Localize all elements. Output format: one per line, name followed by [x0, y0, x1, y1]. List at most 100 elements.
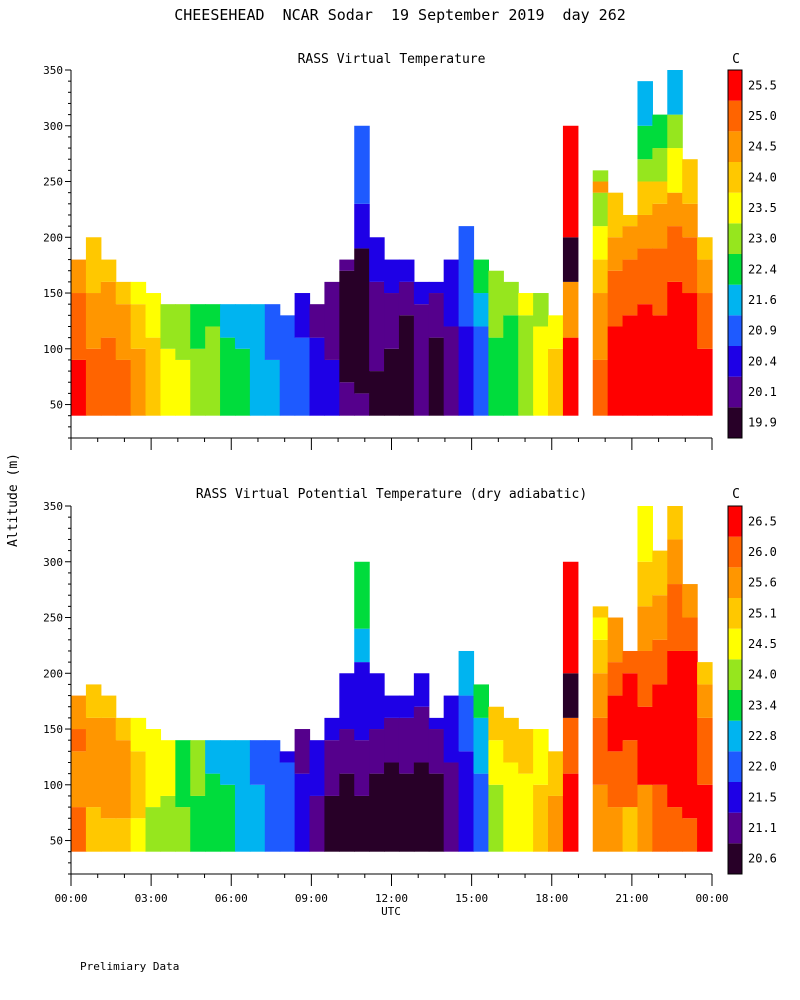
- data-cell: [682, 293, 698, 416]
- data-cell: [458, 326, 475, 416]
- data-cell: [130, 281, 147, 305]
- data-cell: [622, 807, 639, 852]
- data-cell: [85, 684, 102, 718]
- x-tick-label: 15:00: [455, 892, 488, 905]
- colorbar-swatch: [728, 628, 742, 660]
- data-cell: [160, 740, 176, 796]
- data-cell: [220, 304, 236, 338]
- data-cell: [85, 717, 102, 808]
- data-cell: [622, 650, 639, 674]
- y-tick-label: 150: [43, 723, 63, 736]
- colorbar-swatch: [728, 315, 742, 346]
- data-cell: [518, 315, 534, 416]
- data-cell: [607, 270, 624, 327]
- data-cell: [652, 148, 668, 182]
- data-cell: [190, 740, 206, 796]
- data-cell: [100, 281, 117, 338]
- y-tick-label: 50: [50, 835, 63, 848]
- data-cell: [398, 773, 415, 852]
- colorbar-level-label: 25.1: [748, 606, 777, 620]
- y-tick-label: 200: [43, 231, 63, 244]
- data-cell: [458, 751, 475, 852]
- data-cell: [652, 114, 668, 149]
- colorbar-level-label: 24.5: [748, 140, 777, 154]
- data-cell: [622, 315, 639, 416]
- data-cell: [85, 807, 102, 852]
- colorbar-swatch: [728, 254, 742, 285]
- data-cell: [473, 326, 489, 416]
- data-cell: [697, 259, 713, 294]
- data-field: [71, 506, 713, 852]
- data-cell: [71, 751, 87, 808]
- y-tick-label: 200: [43, 667, 63, 680]
- data-cell: [503, 281, 519, 316]
- data-cell: [190, 348, 206, 416]
- data-cell: [443, 695, 460, 763]
- data-cell: [652, 550, 668, 596]
- data-cell: [339, 270, 355, 383]
- data-cell: [160, 304, 176, 349]
- colorbar-swatch: [728, 223, 742, 254]
- data-cell: [384, 293, 400, 349]
- colorbar-swatch: [728, 751, 742, 782]
- data-cell: [354, 795, 370, 852]
- colorbar-swatch: [728, 536, 742, 568]
- y-axis-label: Altitude (m): [6, 453, 21, 547]
- data-cell: [205, 304, 221, 327]
- data-cell: [100, 337, 117, 416]
- data-cell: [220, 337, 236, 416]
- data-cell: [249, 784, 266, 852]
- data-cell: [637, 706, 653, 785]
- panel-rass-virtual-temperature: RASS Virtual Temperature 50 100 150 200 250 30…: [43, 52, 777, 450]
- data-cell: [324, 281, 340, 360]
- data-cell: [354, 393, 370, 416]
- data-cell: [234, 304, 251, 349]
- data-cell: [279, 315, 296, 416]
- data-cell: [249, 740, 266, 785]
- data-cell: [682, 617, 698, 651]
- data-cell: [130, 348, 147, 416]
- data-cell: [458, 650, 475, 696]
- data-cell: [562, 237, 579, 282]
- data-cell: [622, 259, 639, 316]
- data-cell: [652, 684, 668, 785]
- data-cell: [339, 382, 355, 416]
- data-cell: [652, 203, 668, 249]
- data-cell: [205, 740, 221, 774]
- data-cell: [145, 807, 162, 852]
- data-cell: [488, 784, 504, 852]
- y-tick-label: 350: [43, 500, 63, 513]
- data-cell: [175, 304, 191, 360]
- data-cell: [682, 203, 698, 238]
- data-cell: [682, 818, 698, 852]
- data-cell: [548, 795, 564, 852]
- data-cell: [667, 114, 683, 149]
- colorbar-level-label: 21.1: [748, 821, 777, 835]
- data-cell: [220, 784, 236, 852]
- data-cell: [354, 125, 370, 204]
- data-cell: [279, 751, 296, 763]
- data-cell: [249, 304, 266, 416]
- data-cell: [473, 773, 489, 852]
- colorbar-level-label: 21.6: [748, 293, 777, 307]
- data-cell: [175, 740, 191, 808]
- panel-title: RASS Virtual Potential Temperature (dry …: [196, 487, 587, 502]
- data-cell: [562, 673, 579, 718]
- colorbar-swatch: [728, 812, 742, 844]
- data-cell: [562, 717, 579, 774]
- data-cell: [279, 762, 296, 852]
- data-cell: [369, 237, 385, 282]
- data-cell: [652, 248, 668, 316]
- data-cell: [637, 125, 653, 160]
- data-cell: [294, 773, 311, 852]
- colorbar-level-label: 20.9: [748, 324, 777, 338]
- colorbar-swatch: [728, 782, 742, 813]
- x-tick-label: 18:00: [535, 892, 568, 905]
- data-cell: [562, 337, 579, 416]
- data-cell: [473, 684, 489, 718]
- colorbar-level-label: 22.4: [748, 262, 777, 276]
- footer-note: Prelimiary Data: [80, 960, 179, 973]
- colorbar-level-label: 23.0: [748, 232, 777, 246]
- colorbar-level-label: 26.0: [748, 545, 777, 559]
